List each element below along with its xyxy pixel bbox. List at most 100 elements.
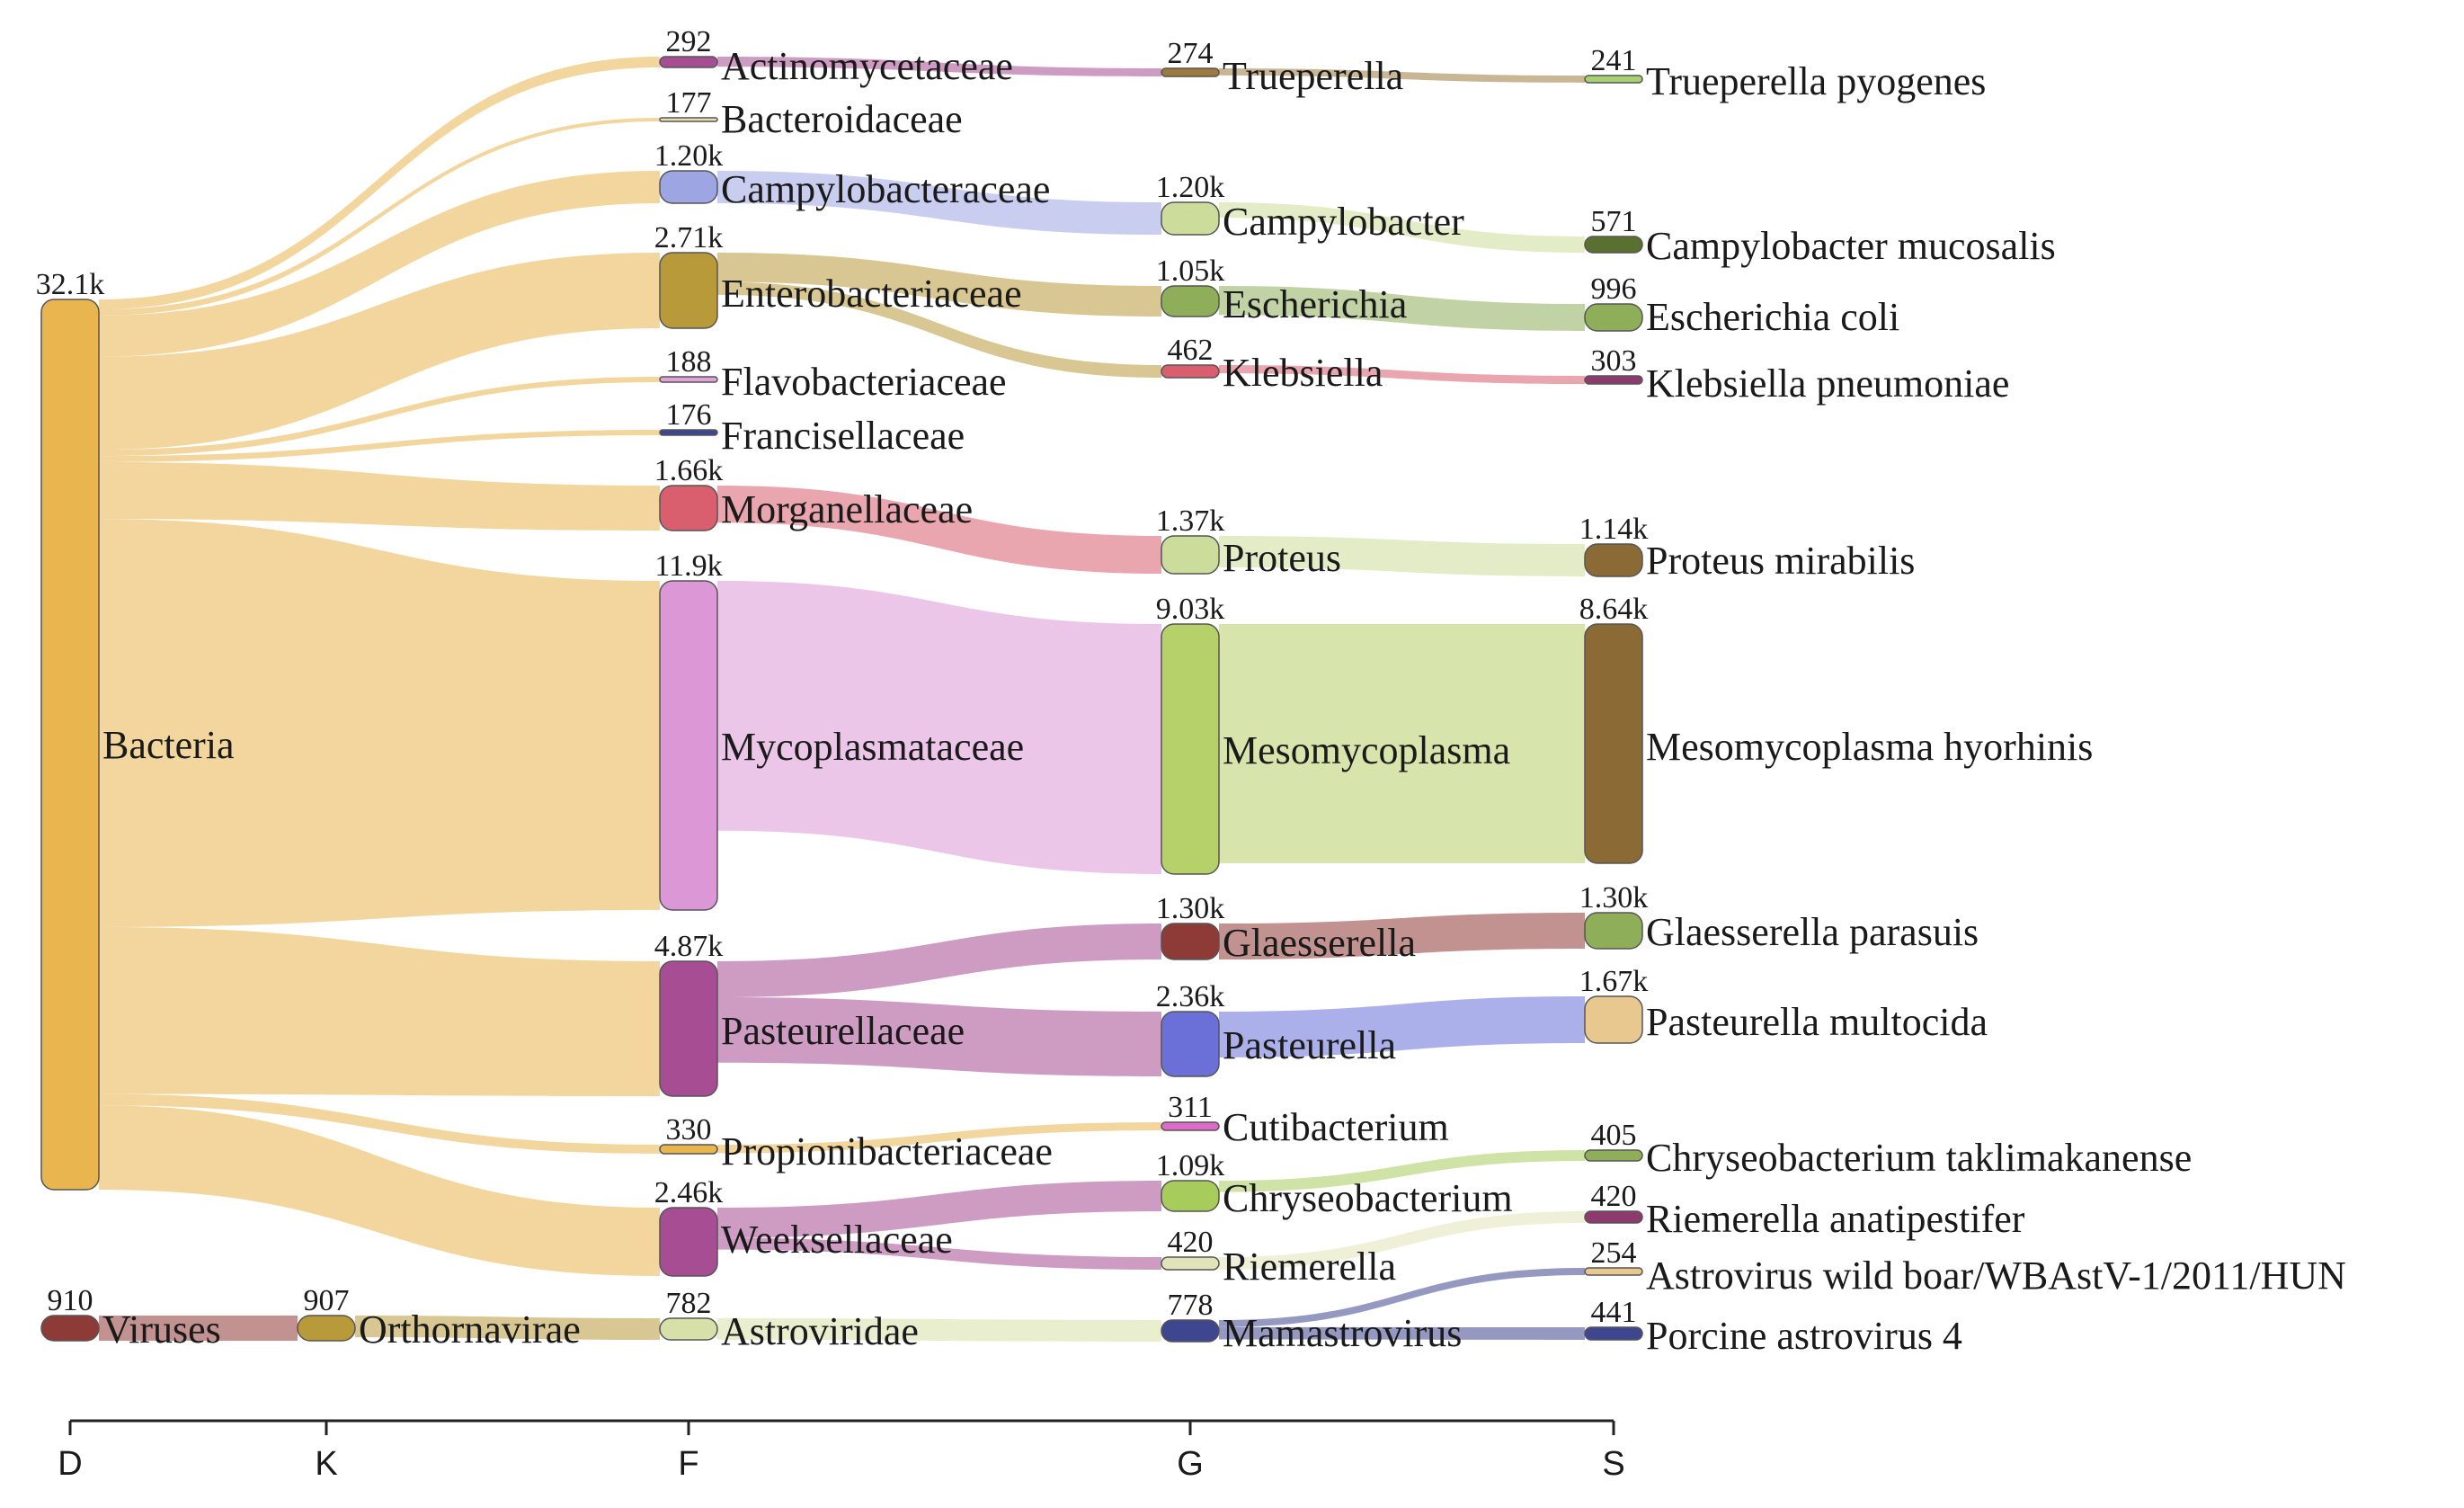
link-proteus-to-proteus_mirabilis: [1219, 536, 1585, 576]
name-label-viruses: Viruses: [102, 1307, 221, 1352]
node-klebsiella_pneumoniae: [1584, 375, 1643, 385]
value-label-flavobacteriaceae: 188: [666, 345, 712, 379]
link-enterobacteriaceae-to-escherichia: [717, 253, 1161, 317]
value-label-campylobacteraceae: 1.20k: [654, 139, 724, 173]
name-label-escherichia: Escherichia: [1223, 282, 1407, 326]
axis-label-F: F: [678, 1445, 698, 1483]
link-pasteurellaceae-to-glaesserella: [717, 924, 1161, 998]
value-label-viruses: 910: [48, 1284, 93, 1317]
node-astroviridae: [659, 1317, 718, 1341]
axis-label-D: D: [58, 1445, 82, 1483]
link-trueperella-to-trueperella_pyogenes: [1219, 68, 1585, 83]
node-proteus_mirabilis: [1584, 543, 1643, 577]
name-label-pasteurella: Pasteurella: [1223, 1023, 1396, 1067]
value-label-bacteroidaceae: 177: [666, 86, 712, 120]
name-label-glaesserella_parasuis: Glaesserella parasuis: [1646, 910, 1979, 954]
node-cutibacterium: [1161, 1121, 1220, 1131]
name-label-klebsiella_pneumoniae: Klebsiella pneumoniae: [1646, 361, 2009, 406]
link-klebsiella-to-klebsiella_pneumoniae: [1219, 365, 1585, 384]
node-enterobacteriaceae: [659, 252, 718, 329]
name-label-cutibacterium: Cutibacterium: [1223, 1105, 1449, 1149]
node-orthornavirae: [297, 1315, 356, 1342]
value-label-cutibacterium: 311: [1168, 1091, 1213, 1124]
name-label-trueperella: Trueperella: [1223, 54, 1403, 98]
name-label-pasteurella_multocida: Pasteurella multocida: [1646, 1000, 1988, 1044]
link-bacteria-to-flavobacteriaceae: [99, 377, 660, 457]
link-bacteria-to-pasteurellaceae: [99, 926, 660, 1096]
node-francisellaceae: [659, 429, 718, 436]
value-label-enterobacteriaceae: 2.71k: [654, 221, 724, 254]
node-chryseobacterium: [1161, 1180, 1220, 1212]
name-label-glaesserella: Glaesserella: [1223, 921, 1416, 965]
name-label-astroviridae: Astroviridae: [721, 1309, 919, 1353]
node-weeksellaceae: [659, 1207, 718, 1277]
value-label-pasteurellaceae: 4.87k: [654, 930, 724, 963]
name-label-enterobacteriaceae: Enterobacteriaceae: [721, 272, 1022, 316]
name-label-porcine_astrovirus_4: Porcine astrovirus 4: [1646, 1314, 1962, 1358]
name-label-orthornavirae: Orthornavirae: [359, 1307, 581, 1352]
value-label-propionibacteriaceae: 330: [666, 1113, 712, 1147]
node-chryseobacterium_taklimakanense: [1584, 1149, 1643, 1162]
name-label-weeksellaceae: Weeksellaceae: [721, 1218, 953, 1262]
node-escherichia_coli: [1584, 303, 1643, 332]
link-weeksellaceae-to-riemerella: [717, 1237, 1161, 1270]
node-porcine_astrovirus_4: [1584, 1326, 1643, 1341]
value-label-riemerella: 420: [1168, 1226, 1214, 1259]
link-actinomycetaceae-to-trueperella: [717, 57, 1161, 76]
value-label-klebsiella: 462: [1168, 334, 1214, 367]
name-label-flavobacteriaceae: Flavobacteriaceae: [721, 360, 1007, 404]
name-label-astrovirus_wild_boar: Astrovirus wild boar/WBAstV-1/2011/HUN: [1646, 1254, 2346, 1298]
value-label-porcine_astrovirus_4: 441: [1591, 1296, 1637, 1329]
name-label-francisellaceae: Francisellaceae: [721, 414, 965, 458]
node-campylobacter: [1161, 201, 1220, 236]
node-escherichia: [1161, 285, 1220, 317]
link-pasteurellaceae-to-pasteurella: [717, 997, 1161, 1076]
value-label-mesomycoplasma: 9.03k: [1156, 593, 1225, 626]
value-label-morganellaceae: 1.66k: [654, 454, 724, 487]
link-bacteria-to-bacteroidaceae: [99, 118, 660, 316]
axis-label-S: S: [1602, 1445, 1624, 1483]
name-label-bacteroidaceae: Bacteroidaceae: [721, 97, 963, 141]
link-bacteria-to-weeksellaceae: [99, 1105, 660, 1276]
node-campylobacteraceae: [659, 170, 718, 204]
name-label-mesomycoplasma: Mesomycoplasma: [1223, 728, 1510, 772]
name-label-riemerella: Riemerella: [1223, 1245, 1396, 1289]
link-chryseobacterium-to-chryseobacterium_taklimakanense: [1219, 1150, 1585, 1192]
value-label-actinomycetaceae: 292: [666, 25, 712, 58]
value-label-riemerella_anatipestifer: 420: [1591, 1180, 1637, 1213]
node-glaesserella_parasuis: [1584, 912, 1643, 950]
node-morganellaceae: [659, 485, 718, 531]
value-label-trueperella_pyogenes: 241: [1591, 44, 1637, 77]
name-label-proteus: Proteus: [1223, 536, 1341, 580]
link-mesomycoplasma-to-mesomycoplasma_hyorhinis: [1219, 624, 1585, 863]
link-bacteria-to-actinomycetaceae: [99, 57, 660, 310]
node-pasteurellaceae: [659, 960, 718, 1097]
value-label-proteus: 1.37k: [1156, 504, 1225, 538]
node-bacteroidaceae: [659, 117, 718, 122]
node-pasteurella_multocida: [1584, 995, 1643, 1044]
node-riemerella_anatipestifer: [1584, 1210, 1643, 1224]
value-label-bacteria: 32.1k: [36, 268, 105, 301]
value-label-campylobacter: 1.20k: [1156, 171, 1225, 204]
link-astroviridae-to-mamastrovirus: [717, 1318, 1161, 1342]
name-label-morganellaceae: Morganellaceae: [721, 487, 973, 531]
node-trueperella_pyogenes: [1584, 75, 1643, 84]
value-label-campylobacter_mucosalis: 571: [1591, 205, 1637, 238]
value-label-weeksellaceae: 2.46k: [654, 1176, 724, 1209]
name-label-chryseobacterium_taklimakanense: Chryseobacterium taklimakanense: [1646, 1136, 2192, 1180]
node-trueperella: [1161, 67, 1220, 77]
link-bacteria-to-enterobacteriaceae: [99, 253, 660, 450]
sankey-labels: 32.1k Bacteria 910 Viruses 907 Orthornavirae 2…: [36, 25, 2346, 1358]
link-weeksellaceae-to-chryseobacterium: [717, 1181, 1161, 1238]
link-bacteria-to-campylobacteraceae: [99, 171, 660, 357]
link-enterobacteriaceae-to-klebsiella: [717, 281, 1161, 378]
link-orthornavirae-to-astroviridae: [355, 1316, 660, 1340]
link-mamastrovirus-to-astrovirus_wild_boar: [1219, 1268, 1585, 1327]
link-riemerella-to-riemerella_anatipestifer: [1219, 1211, 1585, 1270]
node-klebsiella: [1161, 364, 1220, 379]
link-pasteurella-to-pasteurella_multocida: [1219, 996, 1585, 1057]
link-campylobacter-to-campylobacter_mucosalis: [1219, 202, 1585, 253]
name-label-campylobacter: Campylobacter: [1223, 200, 1464, 244]
value-label-klebsiella_pneumoniae: 303: [1591, 344, 1637, 378]
value-label-chryseobacterium_taklimakanense: 405: [1591, 1119, 1637, 1152]
